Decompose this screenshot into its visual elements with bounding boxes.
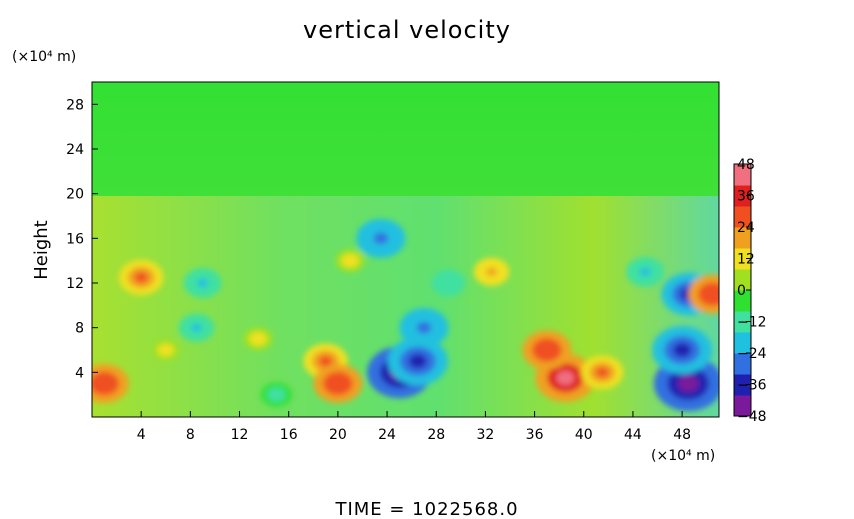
chart-title: vertical velocity	[303, 16, 511, 44]
feature-core	[191, 323, 202, 332]
plot-area	[92, 82, 719, 417]
feature-core	[705, 288, 719, 301]
colorbar: 48 36 24 12 0 −12 −24 −36 −48	[733, 157, 767, 425]
colorbar-tick-label: 24	[737, 220, 755, 236]
feature-core	[556, 370, 575, 386]
colorbar-tick-label: 12	[737, 252, 755, 268]
y-tick-label: 12	[66, 276, 84, 292]
colorbar-segment	[734, 248, 751, 270]
colorbar-tick-label: −48	[737, 409, 767, 425]
x-tick-label: 4	[137, 427, 146, 443]
colorbar-tick-label: 48	[737, 157, 755, 173]
colorbar-segment	[734, 164, 751, 186]
colorbar-segment	[734, 311, 751, 333]
colorbar-tick-label: −12	[737, 315, 767, 331]
colorbar-tick-label: −24	[737, 346, 767, 362]
y-axis-ticks: 4 8 12 16 20 24 28	[66, 97, 98, 381]
y-tick-label: 28	[66, 97, 84, 113]
x-tick-label: 8	[186, 427, 195, 443]
colorbar-segment	[734, 185, 751, 207]
colorbar-tick-label: −36	[737, 378, 767, 394]
y-tick-label: 16	[66, 231, 84, 247]
x-tick-label: 44	[624, 427, 642, 443]
x-tick-label: 32	[476, 427, 494, 443]
feature-core	[330, 377, 346, 390]
y-tick-label: 4	[75, 365, 84, 381]
colorbar-tick-label: 36	[737, 189, 755, 205]
feature-core	[416, 321, 432, 334]
feature-core	[677, 375, 699, 392]
feature-core	[408, 353, 427, 369]
feature-core	[318, 355, 333, 367]
colorbar-segment	[734, 395, 751, 417]
x-tick-label: 40	[575, 427, 593, 443]
feature-core	[373, 232, 389, 245]
x-tick-label: 24	[378, 427, 396, 443]
feature-core	[253, 335, 263, 343]
feature-core	[345, 257, 355, 265]
x-tick-label: 12	[231, 427, 249, 443]
feature-core	[539, 344, 555, 356]
colorbar-segment	[734, 374, 751, 396]
colorbar-tick-label: 0	[737, 283, 746, 299]
plot-frame	[91, 81, 720, 418]
velocity-features	[92, 218, 719, 412]
y-tick-label: 8	[75, 321, 84, 337]
upper-layer	[92, 82, 719, 198]
colorbar-segment	[734, 206, 751, 228]
feature-core	[196, 278, 209, 288]
colorbar-segment	[734, 227, 751, 249]
x-axis-ticks: 4 8 12 16 20 24 28 32 36 40 44 48	[137, 411, 691, 443]
feature-core	[486, 267, 497, 277]
x-tick-label: 28	[427, 427, 445, 443]
colorbar-segment	[734, 353, 751, 375]
y-tick-label: 24	[66, 142, 84, 158]
feature-core	[96, 377, 112, 390]
y-tick-label: 20	[66, 187, 84, 203]
feature-core	[161, 346, 170, 354]
feature-core	[134, 272, 148, 283]
feature-core	[443, 279, 454, 287]
feature-core	[673, 342, 692, 358]
colorbar-segment	[734, 269, 751, 291]
x-tick-label: 48	[673, 427, 691, 443]
x-tick-label: 20	[329, 427, 347, 443]
feature-core	[595, 367, 609, 378]
y-axis-label: Height	[31, 220, 52, 280]
colorbar-segment	[734, 332, 751, 354]
x-tick-label: 16	[280, 427, 298, 443]
y-axis-unit: (×10⁴ m)	[12, 49, 76, 65]
feature-core	[639, 267, 651, 277]
x-axis-unit: (×10⁴ m)	[651, 448, 715, 464]
feature-core	[271, 390, 282, 399]
colorbar-segment	[734, 290, 751, 312]
x-tick-label: 36	[526, 427, 544, 443]
time-label: TIME = 1022568.0	[334, 499, 518, 519]
